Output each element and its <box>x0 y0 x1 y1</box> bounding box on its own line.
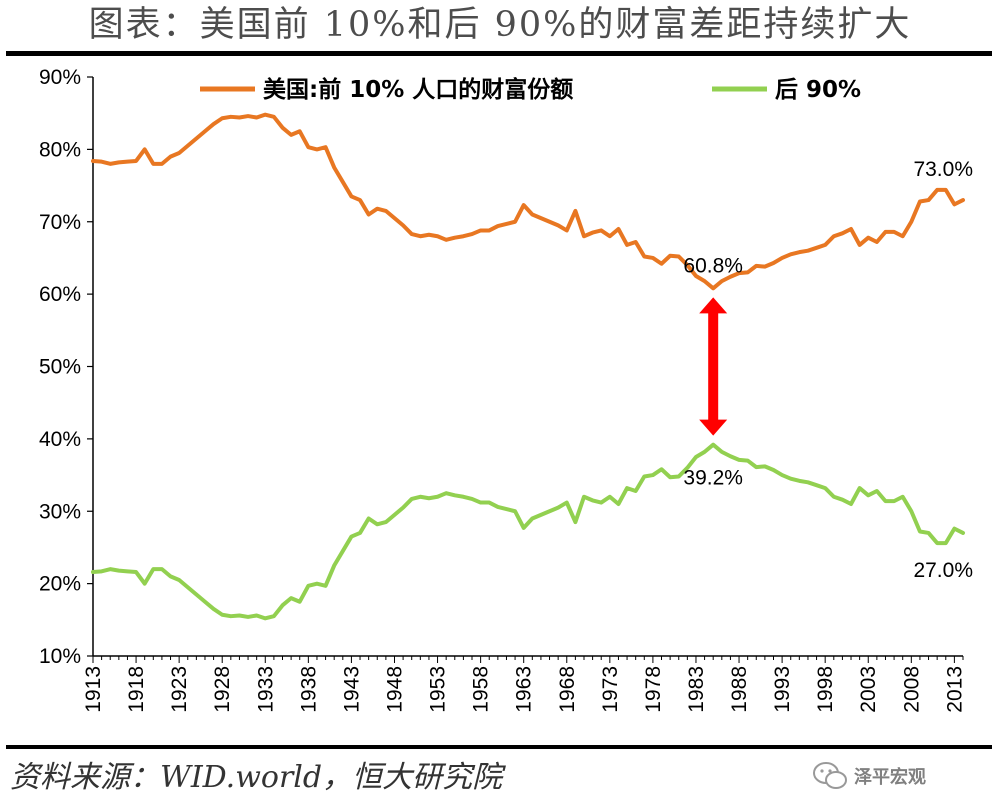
x-tick-label: 1918 <box>125 666 148 713</box>
series-layer <box>91 112 965 621</box>
series-line-bottom90 <box>91 442 965 621</box>
data-label: 27.0% <box>913 559 973 582</box>
gap-arrow <box>699 297 728 436</box>
y-tick-label: 20% <box>39 573 81 596</box>
y-tick-label: 10% <box>39 645 81 668</box>
watermark: 泽平宏观 <box>812 758 926 794</box>
data-label-layer: 60.8% 39.2% 73.0% 27.0% <box>683 158 973 582</box>
source-note: 资料来源：WID.world，恒大研究院 <box>10 760 503 795</box>
y-tick-label: 80% <box>39 138 81 161</box>
legend: 美国:前 10% 人口的财富份额 后 90% <box>200 76 861 103</box>
x-tick-label: 1983 <box>685 666 708 713</box>
x-tick-label: 1958 <box>470 666 493 713</box>
x-tick-label: 1973 <box>599 666 622 713</box>
chart: 10% 20% 30% 40% 50% 60% 70% 80% 90% 1913 1918 1923 1… <box>39 66 973 713</box>
x-tick-label: 1993 <box>771 666 794 713</box>
x-tick-label: 1953 <box>427 666 450 713</box>
legend-label-top10: 美国:前 10% 人口的财富份额 <box>263 76 573 103</box>
y-tick-label: 70% <box>39 211 81 234</box>
x-tick-label: 1923 <box>168 666 191 713</box>
x-tick-label: 1998 <box>814 666 837 713</box>
x-tick-label: 2003 <box>857 666 880 713</box>
y-tick-label: 60% <box>39 283 81 306</box>
chart-title: 图表：美国前 10%和后 90%的财富差距持续扩大 <box>88 5 912 45</box>
y-tick-label: 50% <box>39 356 81 379</box>
x-tick-label: 1938 <box>297 666 320 713</box>
y-tick-label: 90% <box>39 66 81 89</box>
x-tick-label: 1913 <box>82 666 105 713</box>
x-tick-label: 2008 <box>900 666 923 713</box>
series-line-top10 <box>91 112 965 291</box>
gap-arrow-layer <box>699 297 728 436</box>
x-tick-label: 1968 <box>556 666 579 713</box>
data-label: 73.0% <box>913 158 973 181</box>
x-tick-label: 1948 <box>383 666 406 713</box>
title-divider <box>6 51 992 56</box>
y-tick-label: 30% <box>39 500 81 523</box>
watermark-text: 泽平宏观 <box>854 767 926 788</box>
footer-divider <box>6 745 992 749</box>
y-tick-label: 40% <box>39 428 81 451</box>
x-tick-label: 1933 <box>254 666 277 713</box>
legend-label-bottom90: 后 90% <box>775 77 861 103</box>
data-label: 60.8% <box>683 254 743 277</box>
wechat-icon <box>813 762 847 789</box>
x-tick-label: 1978 <box>642 666 665 713</box>
chart-axes: 10% 20% 30% 40% 50% 60% 70% 80% 90% 1913 1918 1923 1… <box>39 66 966 713</box>
x-tick-label: 1963 <box>513 666 536 713</box>
x-tick-label: 1928 <box>211 666 234 713</box>
x-tick-label: 2013 <box>943 666 966 713</box>
x-tick-label: 1943 <box>340 666 363 713</box>
data-label: 39.2% <box>683 467 743 490</box>
x-tick-label: 1988 <box>728 666 751 713</box>
